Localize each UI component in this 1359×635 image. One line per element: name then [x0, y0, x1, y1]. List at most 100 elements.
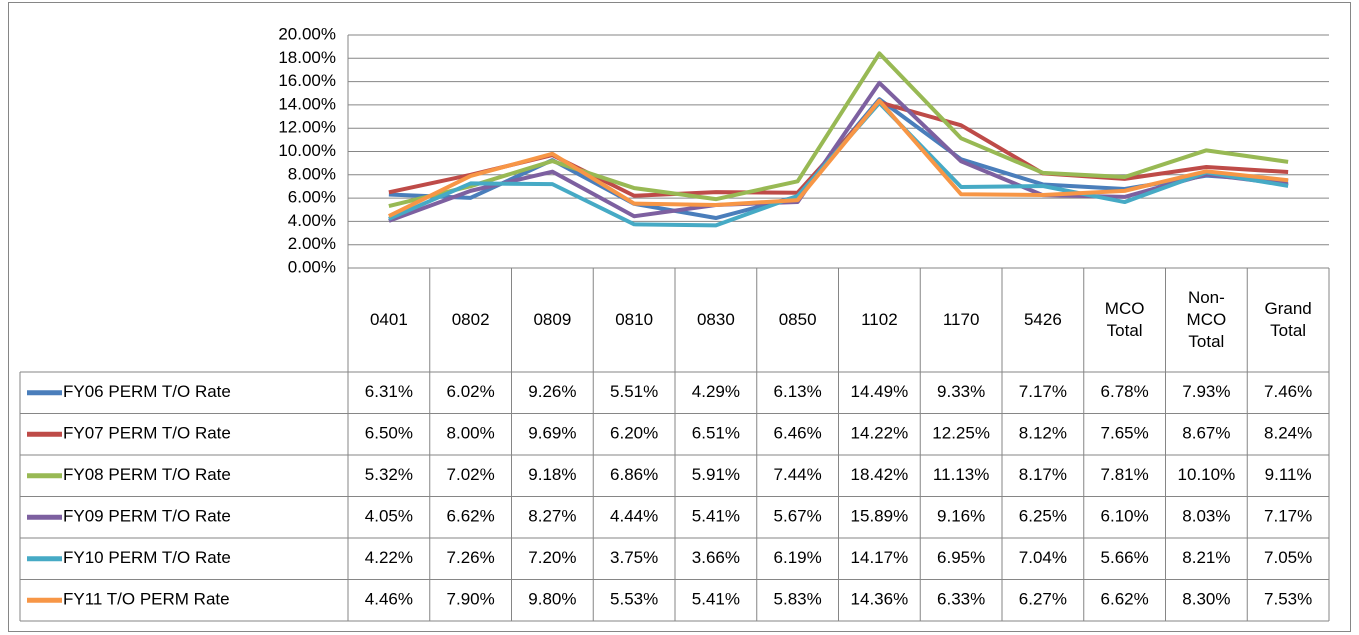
- data-table-value: 6.33%: [937, 590, 985, 609]
- x-tick-cell: 0850: [757, 268, 839, 372]
- data-table-value: 4.05%: [365, 507, 413, 526]
- x-tick-wrap: Grand Total: [1247, 268, 1329, 372]
- data-table-value: 9.16%: [937, 507, 985, 526]
- x-tick-label: 0809: [533, 310, 572, 329]
- x-tick-wrap: MCO Total: [1084, 268, 1166, 372]
- data-table-value: 4.44%: [610, 507, 658, 526]
- legend-label: FY09 PERM T/O Rate: [63, 507, 231, 526]
- data-table-value: 7.53%: [1264, 590, 1312, 609]
- y-tick-label: 18.00%: [278, 48, 336, 67]
- data-table-value: 3.66%: [692, 548, 740, 567]
- x-tick-wrap: Non-MCO Total: [1166, 268, 1248, 372]
- x-tick-label: Grand Total: [1264, 299, 1312, 340]
- x-tick-label: 1102: [861, 310, 898, 329]
- data-table-value: 7.93%: [1182, 382, 1230, 401]
- data-table-value: 8.03%: [1182, 507, 1230, 526]
- data-table-value: 5.83%: [774, 590, 822, 609]
- data-table-value: 7.20%: [528, 548, 576, 567]
- data-table-value: 6.62%: [447, 507, 495, 526]
- y-tick-label: 2.00%: [288, 234, 336, 253]
- y-tick-label: 8.00%: [288, 164, 336, 183]
- data-table-value: 7.26%: [447, 548, 495, 567]
- x-tick-wrap: 0850: [757, 268, 839, 372]
- x-tick-label: Non-MCO Total: [1186, 288, 1227, 351]
- x-tick-label: 0401: [369, 310, 408, 329]
- x-tick-cell: 1170: [920, 268, 1002, 372]
- data-table-value: 6.78%: [1101, 382, 1149, 401]
- data-table-value: 9.33%: [937, 382, 985, 401]
- x-tick-cell: 0401: [369, 310, 408, 329]
- x-tick-cell: 1102: [839, 268, 921, 372]
- x-tick-cell: Grand Total: [1247, 268, 1329, 372]
- data-table-value: 6.20%: [610, 424, 658, 443]
- series-line: [388, 80, 1289, 223]
- legend-label: FY08 PERM T/O Rate: [63, 465, 231, 484]
- data-table-value: 6.62%: [1101, 590, 1149, 609]
- data-table-value: 6.13%: [774, 382, 822, 401]
- x-tick-cell: 0810: [615, 310, 654, 329]
- data-table-value: 10.10%: [1178, 465, 1236, 484]
- data-table-value: 7.17%: [1264, 507, 1312, 526]
- x-tick-wrap: 1102: [839, 268, 921, 372]
- data-table-value: 9.11%: [1265, 465, 1312, 484]
- data-table-value: 7.05%: [1264, 548, 1312, 567]
- data-table-value: 6.02%: [447, 382, 495, 401]
- data-table-value: 14.22%: [851, 424, 909, 443]
- x-tick-wrap: 1170: [920, 268, 1002, 372]
- data-table-value: 5.53%: [610, 590, 658, 609]
- data-table-value: 8.17%: [1019, 465, 1067, 484]
- data-table-value: 8.21%: [1182, 548, 1230, 567]
- y-tick-label: 6.00%: [288, 188, 336, 207]
- x-tick-wrap: 0809: [512, 268, 594, 372]
- data-table-value: 6.10%: [1101, 507, 1149, 526]
- data-table-value: 14.36%: [851, 590, 909, 609]
- data-table-value: 5.41%: [692, 507, 740, 526]
- y-tick-label: 14.00%: [278, 94, 336, 113]
- data-table-value: 4.22%: [365, 548, 413, 567]
- data-table-value: 7.81%: [1101, 465, 1149, 484]
- data-table-value: 4.46%: [365, 590, 413, 609]
- data-table-value: 14.17%: [851, 548, 909, 567]
- data-table-value: 18.42%: [851, 465, 909, 484]
- data-table-value: 6.86%: [610, 465, 658, 484]
- x-tick-cell: 5426: [1023, 310, 1062, 329]
- x-tick-label: 0802: [451, 310, 490, 329]
- chart-border: [8, 2, 1351, 632]
- x-tick-wrap: 0830: [675, 268, 757, 372]
- data-table-value: 5.66%: [1101, 548, 1149, 567]
- data-table-value: 9.18%: [528, 465, 576, 484]
- data-table-value: 5.67%: [774, 507, 822, 526]
- legend-label: FY07 PERM T/O Rate: [63, 424, 231, 443]
- data-table-value: 5.51%: [610, 382, 658, 401]
- x-tick-cell: 0830: [675, 268, 757, 372]
- x-tick-cell: Non-MCO Total: [1166, 268, 1248, 372]
- x-tick-label: 1170: [942, 310, 980, 329]
- x-tick-label: 5426: [1023, 310, 1062, 329]
- x-tick-label: MCO Total: [1104, 299, 1145, 340]
- data-table-value: 7.17%: [1019, 382, 1067, 401]
- data-table-value: 14.49%: [851, 382, 909, 401]
- x-tick-label: 0810: [615, 310, 654, 329]
- x-tick-cell: 0809: [512, 268, 594, 372]
- data-table-value: 4.29%: [692, 382, 740, 401]
- y-tick-label: 10.00%: [278, 141, 336, 160]
- data-table-value: 9.26%: [528, 382, 576, 401]
- data-table-value: 7.02%: [447, 465, 495, 484]
- data-table-value: 5.41%: [692, 590, 740, 609]
- data-table-value: 6.31%: [365, 382, 413, 401]
- data-table-value: 8.00%: [447, 424, 495, 443]
- series-line: [387, 98, 1289, 218]
- x-tick-wrap: 0802: [430, 268, 512, 372]
- series-line: [388, 51, 1289, 208]
- data-table-value: 15.89%: [851, 507, 909, 526]
- data-table-value: 8.27%: [528, 507, 576, 526]
- data-table-value: 6.95%: [937, 548, 985, 567]
- data-table-value: 6.46%: [774, 424, 822, 443]
- data-table-value: 6.50%: [365, 424, 413, 443]
- data-table-value: 6.51%: [692, 424, 740, 443]
- data-table-value: 6.27%: [1019, 590, 1067, 609]
- data-table-value: 8.67%: [1182, 424, 1230, 443]
- data-table-value: 7.46%: [1264, 382, 1312, 401]
- x-tick-label: 0830: [696, 310, 735, 329]
